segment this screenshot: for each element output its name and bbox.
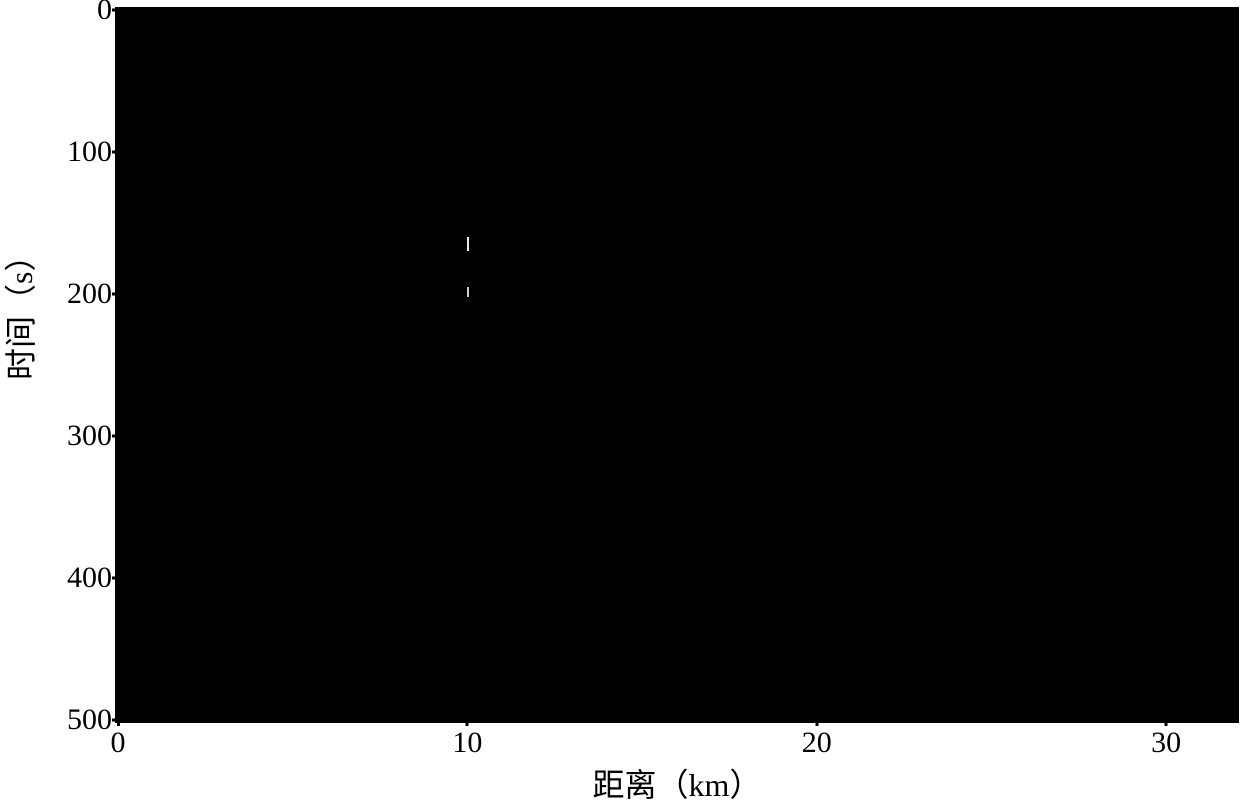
- plot-area: [118, 10, 1236, 720]
- time-distance-chart: 0100200300400500 0102030 时间（s） 距离（km）: [0, 0, 1240, 794]
- y-tick-label: 0: [97, 0, 112, 27]
- x-axis-label: 距离（km）: [593, 760, 762, 806]
- x-tick-label: 30: [1151, 726, 1181, 760]
- signal-mark: [467, 237, 469, 251]
- y-tick-label: 100: [67, 135, 112, 169]
- y-axis-label: 时间（s）: [0, 350, 42, 380]
- y-tick-label: 200: [67, 277, 112, 311]
- x-tick-label: 20: [802, 726, 832, 760]
- signal-mark: [467, 287, 469, 297]
- y-tick-label: 400: [67, 561, 112, 595]
- x-tick-label: 0: [111, 726, 126, 760]
- y-tick-label: 300: [67, 419, 112, 453]
- y-tick-label: 500: [67, 703, 112, 737]
- x-tick-label: 10: [452, 726, 482, 760]
